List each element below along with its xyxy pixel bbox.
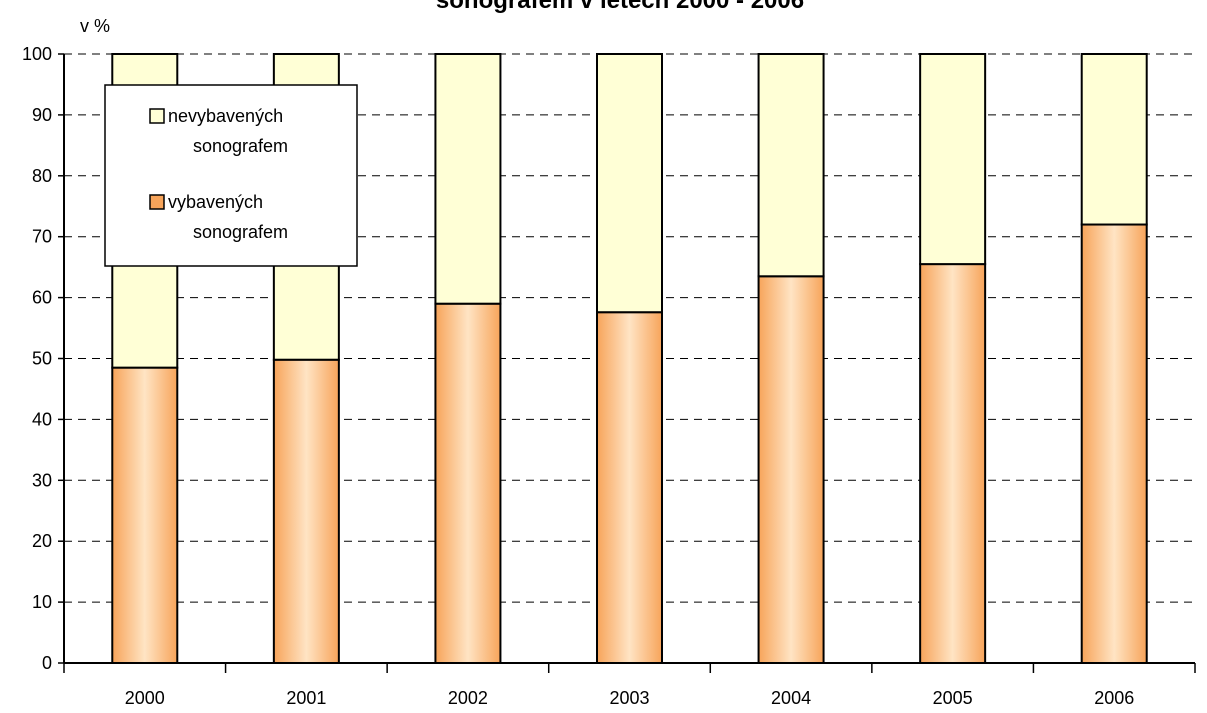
y-tick-label: 10 xyxy=(32,592,52,612)
y-tick-label: 20 xyxy=(32,531,52,551)
bar-segment-vybavenych-2005 xyxy=(919,263,987,664)
x-tick-label-2006: 2006 xyxy=(1094,688,1134,708)
y-tick-label: 30 xyxy=(32,470,52,490)
x-tick-label-2001: 2001 xyxy=(286,688,326,708)
bar-segment-vybavenych-2001 xyxy=(272,358,340,664)
bar-segment-vybavenych-2003 xyxy=(596,311,663,664)
y-tick-label: 70 xyxy=(32,227,52,247)
axes xyxy=(58,53,1196,673)
legend-swatch-vybavenych xyxy=(149,194,165,210)
y-tick-label: 40 xyxy=(32,409,52,429)
legend-label-nevybavenych-line2: sonografem xyxy=(193,136,288,156)
legend-label-vybavenych-line1: vybavených xyxy=(168,192,263,212)
y-tick-label: 90 xyxy=(32,105,52,125)
y-tick-label: 80 xyxy=(32,166,52,186)
bar-segment-nevybavenych-2003 xyxy=(596,53,663,314)
bar-segment-vybavenych-2002 xyxy=(434,302,502,664)
y-tick-labels: 0 10 20 30 40 50 60 70 80 90 100 xyxy=(22,44,52,673)
bar-segment-nevybavenych-2005 xyxy=(919,53,987,266)
bar-segment-nevybavenych-2002 xyxy=(434,53,502,305)
bar-segment-nevybavenych-2004 xyxy=(757,53,825,278)
y-tick-label: 50 xyxy=(32,349,52,369)
x-tick-label-2000: 2000 xyxy=(125,688,165,708)
y-tick-label: 100 xyxy=(22,44,52,64)
x-tick-label-2002: 2002 xyxy=(448,688,488,708)
y-tick-label: 0 xyxy=(42,653,52,673)
bar-segment-vybavenych-2000 xyxy=(111,366,179,664)
y-tick-label: 60 xyxy=(32,288,52,308)
legend-label-nevybavenych-line1: nevybavených xyxy=(168,106,283,126)
bar-segment-vybavenych-2006 xyxy=(1080,223,1148,665)
legend-swatch-nevybavenych xyxy=(149,108,165,124)
legend: nevybavených sonografem vybavených sonog… xyxy=(104,84,358,267)
legend-label-vybavenych-line2: sonografem xyxy=(193,222,288,242)
x-tick-label-2003: 2003 xyxy=(609,688,649,708)
legend-box xyxy=(104,84,358,267)
x-tick-labels: 2000 2001 2002 2003 2004 2005 2006 xyxy=(125,688,1134,708)
bar-segment-nevybavenych-2006 xyxy=(1080,53,1148,226)
y-axis-unit-label: v % xyxy=(80,16,110,36)
x-tick-label-2005: 2005 xyxy=(933,688,973,708)
x-tick-label-2004: 2004 xyxy=(771,688,811,708)
chart-title: sonografem v letech 2000 - 2006 xyxy=(436,0,804,14)
bar-segment-vybavenych-2004 xyxy=(757,275,825,664)
